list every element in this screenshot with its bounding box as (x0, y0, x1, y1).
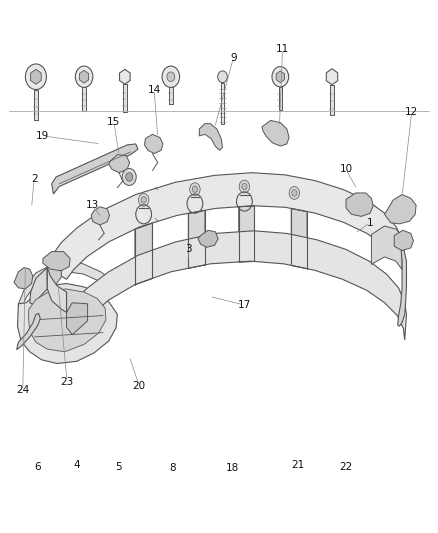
Bar (221, 83, 225, 124)
Text: 15: 15 (107, 117, 120, 126)
Circle shape (138, 193, 149, 206)
Polygon shape (276, 71, 285, 83)
Polygon shape (80, 70, 88, 83)
Polygon shape (262, 120, 289, 146)
Polygon shape (199, 124, 223, 150)
Text: 23: 23 (60, 377, 74, 386)
Polygon shape (198, 230, 218, 247)
Polygon shape (109, 155, 130, 173)
Circle shape (126, 173, 133, 181)
Circle shape (162, 66, 180, 87)
Text: 3: 3 (185, 245, 192, 254)
Polygon shape (14, 268, 33, 289)
Text: 19: 19 (36, 131, 49, 141)
Polygon shape (30, 268, 47, 305)
Polygon shape (239, 206, 254, 262)
Polygon shape (394, 230, 413, 251)
Polygon shape (385, 195, 416, 224)
Polygon shape (346, 193, 373, 216)
Circle shape (25, 64, 46, 90)
Polygon shape (18, 261, 110, 313)
Polygon shape (18, 284, 117, 364)
Polygon shape (120, 69, 130, 84)
Polygon shape (43, 252, 70, 271)
Polygon shape (47, 268, 67, 312)
Circle shape (242, 183, 247, 190)
Bar (330, 85, 334, 115)
Text: 13: 13 (85, 200, 99, 210)
Circle shape (239, 180, 250, 193)
Polygon shape (67, 303, 88, 335)
Bar (34, 90, 38, 120)
Polygon shape (371, 226, 402, 270)
Circle shape (272, 67, 289, 87)
Text: 24: 24 (16, 385, 29, 395)
Polygon shape (91, 207, 110, 225)
Text: 2: 2 (31, 174, 38, 183)
Circle shape (75, 66, 93, 87)
Text: 18: 18 (226, 463, 239, 473)
Bar (123, 84, 127, 112)
Text: 22: 22 (339, 462, 353, 472)
Text: 6: 6 (34, 462, 41, 472)
Polygon shape (52, 144, 138, 194)
Circle shape (122, 168, 136, 185)
Circle shape (289, 187, 300, 199)
Circle shape (292, 190, 297, 196)
Circle shape (167, 72, 175, 82)
Polygon shape (28, 289, 106, 352)
Circle shape (192, 186, 198, 192)
Polygon shape (47, 173, 404, 281)
Polygon shape (326, 69, 338, 85)
Polygon shape (291, 208, 307, 269)
Polygon shape (31, 69, 41, 84)
Text: 20: 20 (133, 381, 146, 391)
Text: 12: 12 (405, 107, 418, 117)
Text: 14: 14 (148, 85, 161, 94)
Text: 5: 5 (115, 462, 122, 472)
Circle shape (218, 71, 227, 83)
Text: 4: 4 (73, 460, 80, 470)
Text: 17: 17 (237, 300, 251, 310)
Circle shape (141, 197, 146, 203)
Text: 10: 10 (339, 165, 353, 174)
Polygon shape (188, 211, 205, 268)
Polygon shape (17, 313, 40, 350)
Text: 8: 8 (170, 463, 177, 473)
Text: 21: 21 (291, 460, 304, 470)
Circle shape (190, 183, 200, 196)
Bar (169, 87, 173, 104)
Polygon shape (398, 249, 406, 326)
Polygon shape (67, 231, 406, 340)
Text: 1: 1 (367, 218, 374, 228)
Text: 9: 9 (230, 53, 237, 62)
Bar (279, 87, 282, 110)
Polygon shape (145, 134, 163, 154)
Polygon shape (135, 223, 152, 285)
Polygon shape (47, 258, 61, 292)
Text: 11: 11 (276, 44, 289, 54)
Bar (82, 87, 86, 111)
